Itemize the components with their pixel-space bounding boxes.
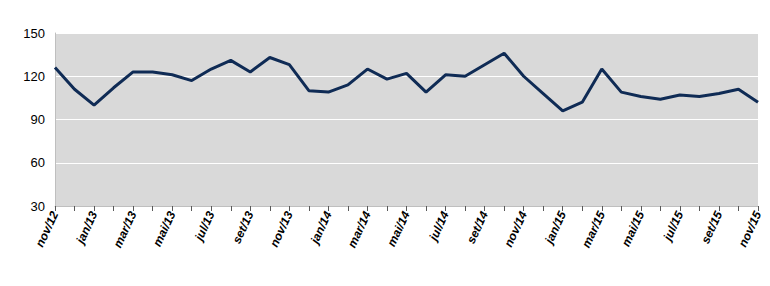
svg-text:mai/15: mai/15 [619,209,648,249]
svg-text:jan/13: jan/13 [72,209,100,248]
svg-text:jul/14: jul/14 [425,209,452,245]
svg-text:jul/15: jul/15 [660,209,687,245]
svg-text:nov/14: nov/14 [501,209,530,250]
svg-text:jan/14: jan/14 [307,209,335,248]
svg-text:mar/14: mar/14 [345,209,374,250]
svg-text:mai/13: mai/13 [150,209,179,249]
svg-text:mar/15: mar/15 [579,209,608,250]
svg-text:set/15: set/15 [698,209,725,246]
svg-text:set/14: set/14 [464,209,491,246]
svg-text:60: 60 [31,155,45,170]
svg-text:120: 120 [23,69,45,84]
svg-text:150: 150 [23,26,45,41]
svg-text:mar/13: mar/13 [110,209,139,250]
svg-text:jul/13: jul/13 [191,209,218,245]
svg-text:nov/15: nov/15 [736,209,765,250]
svg-text:nov/13: nov/13 [267,209,296,250]
svg-text:90: 90 [31,112,45,127]
svg-text:set/13: set/13 [230,209,257,246]
svg-text:jan/15: jan/15 [541,209,569,248]
svg-text:nov/12: nov/12 [33,209,62,250]
svg-text:30: 30 [31,199,45,214]
svg-text:mai/14: mai/14 [384,209,413,249]
